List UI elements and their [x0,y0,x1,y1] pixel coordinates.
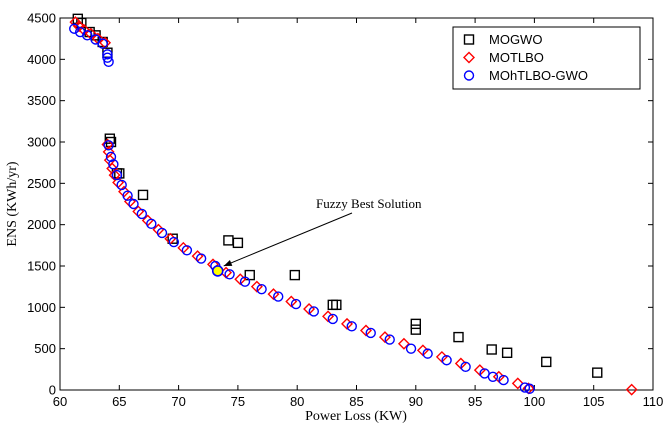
mogwo-point [289,269,301,281]
legend-box [452,26,641,90]
mohtlbo-gwo-point [82,30,93,41]
mogwo-point [104,133,116,144]
legend-markers [463,34,475,81]
mogwo-point [486,344,497,355]
x-tick-label: 85 [349,394,363,409]
mohtlbo-gwo-point [290,298,302,310]
mohtlbo-gwo-point [69,23,80,34]
x-axis-title: Power Loss (KW) [305,409,407,424]
mogwo-point [501,347,513,358]
mohtlbo-gwo-point [108,159,119,170]
x-tick-label: 90 [409,394,423,409]
annotation-label: Fuzzy Best Solution [316,196,422,211]
mogwo-point [137,189,149,201]
mohtlbo-gwo-point [156,227,168,239]
motlbo-point [108,169,121,182]
motlbo-point [397,337,410,350]
mohtlbo-gwo-point [102,52,113,63]
mogwo-point [541,356,552,368]
x-tick-label: 65 [112,394,126,409]
x-tick-label: 75 [231,394,245,409]
y-tick-label: 3000 [27,135,56,150]
y-tick-label: 3500 [27,93,56,108]
mogwo-point [453,331,464,343]
mohtlbo-gwo-point [256,283,267,295]
mohtlbo-gwo-point [405,343,417,354]
mohtlbo-gwo-point [308,306,320,317]
legend-marker-motlbo [463,51,475,64]
mohtlbo-gwo-point [524,383,535,394]
y-tick-label: 2000 [27,217,56,232]
x-tick-label: 95 [468,394,482,409]
data-markers [69,13,638,396]
mohtlbo-gwo-point [122,190,133,201]
mohtlbo-gwo-point [146,218,157,230]
legend: MOGWO MOTLBO MOhTLBO-GWO [452,26,641,90]
mogwo-point [232,237,244,249]
y-axis-title: ENS (KWh/yr) [5,161,20,246]
mohtlbo-gwo-point [105,151,117,163]
mogwo-point [410,324,421,335]
mohtlbo-gwo-point [168,236,180,248]
annotation-arrowhead [223,259,233,266]
y-tick-label: 1000 [27,300,56,315]
y-tick-label: 0 [49,383,56,398]
mohtlbo-gwo-point [519,382,531,393]
y-tick-label: 500 [34,341,56,356]
mohtlbo-gwo-point [422,348,433,359]
y-tick-label: 4000 [27,52,56,67]
legend-marker-mohtlbo-gwo [463,70,475,81]
mohtlbo-gwo-point [239,276,251,287]
x-tick-label: 80 [290,394,304,409]
y-tick-label: 4500 [27,11,56,26]
mohtlbo-gwo-point [103,56,114,68]
y-tick-label: 2500 [27,176,56,191]
mohtlbo-gwo-point [116,179,127,191]
x-tick-label: 100 [524,394,546,409]
x-tick-label: 105 [583,394,605,409]
annotation: Fuzzy Best Solution [223,196,422,267]
mohtlbo-gwo-point [346,321,357,332]
mohtlbo-gwo-point [384,334,395,345]
fuzzy-best-point [211,265,224,277]
x-tick-label: 60 [53,394,67,409]
mohtlbo-gwo-point [273,291,284,302]
mohtlbo-gwo-point [102,49,113,60]
x-tick-label: 70 [171,394,185,409]
mohtlbo-gwo-point [224,269,235,280]
x-tick-label: 110 [643,394,664,409]
mohtlbo-gwo-point [195,253,207,264]
mohtlbo-gwo-point [460,361,471,373]
mohtlbo-gwo-point [181,245,193,256]
mohtlbo-gwo-point [327,313,338,325]
y-tick-label: 1500 [27,259,56,274]
mohtlbo-gwo-point [487,371,499,382]
motlbo-point [625,383,638,396]
mohtlbo-gwo-point [365,327,376,339]
mohtlbo-gwo-point [128,198,139,210]
axis-ticks: 60 65 70 75 80 85 90 95 100 105 110 0 500 1000 1500 200… [27,11,663,410]
legend-label-mogwo: MOGWO [489,32,542,47]
mohtlbo-gwo-point [136,208,148,220]
mogwo-point [331,299,342,311]
annotation-arrow-line [223,212,353,267]
mohtlbo-gwo-point [498,374,509,386]
motlbo-point [511,377,524,390]
mogwo-point [410,318,421,330]
mohtlbo-gwo-point [97,38,108,49]
mohtlbo-gwo-point [103,140,114,151]
legend-label-mohtlbo-gwo: MOhTLBO-GWO [489,68,588,83]
legend-marker-mogwo [463,34,475,45]
mogwo-point [592,367,603,378]
mohtlbo-gwo-point [111,169,123,181]
mohtlbo-gwo-point [441,355,452,366]
legend-label-motlbo: MOTLBO [489,50,544,65]
